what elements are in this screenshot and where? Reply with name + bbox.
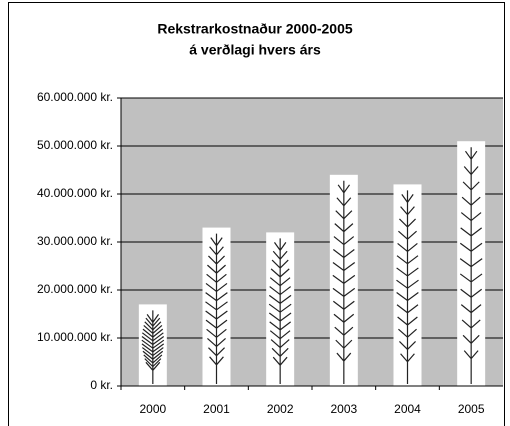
x-tick-label: 2004 [394, 402, 421, 416]
chart-title: Rekstrarkostnaður 2000-2005 [157, 21, 353, 37]
chart: Rekstrarkostnaður 2000-2005 á verðlagi h… [0, 0, 510, 426]
chart-subtitle: á verðlagi hvers árs [189, 42, 321, 58]
y-tick-label: 40.000.000 kr. [37, 186, 113, 200]
x-tick-label: 2002 [267, 402, 294, 416]
x-tick-label: 2005 [458, 402, 485, 416]
x-tick-label: 2000 [139, 402, 166, 416]
y-tick-label: 20.000.000 kr. [37, 282, 113, 296]
x-tick-label: 2003 [330, 402, 357, 416]
y-tick-label: 10.000.000 kr. [37, 330, 113, 344]
x-tick-label: 2001 [203, 402, 230, 416]
y-tick-label: 30.000.000 kr. [37, 234, 113, 248]
y-tick-label: 50.000.000 kr. [37, 138, 113, 152]
y-tick-label: 0 kr. [90, 378, 113, 392]
y-tick-label: 60.000.000 kr. [37, 90, 113, 104]
